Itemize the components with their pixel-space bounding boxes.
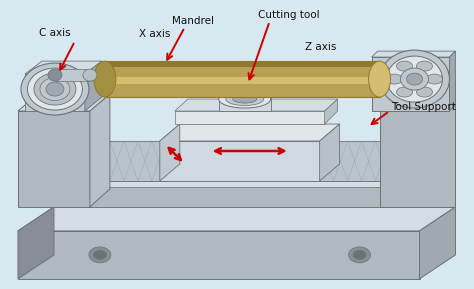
Text: Cutting tool: Cutting tool [258, 10, 319, 20]
Ellipse shape [46, 82, 64, 96]
Ellipse shape [348, 247, 371, 263]
Polygon shape [175, 111, 325, 124]
Polygon shape [380, 94, 456, 207]
Ellipse shape [93, 250, 106, 259]
Ellipse shape [397, 61, 412, 71]
Polygon shape [160, 124, 180, 181]
Text: C axis: C axis [39, 28, 71, 38]
Polygon shape [325, 99, 337, 124]
Polygon shape [54, 181, 456, 187]
Polygon shape [25, 74, 85, 111]
Polygon shape [55, 69, 90, 81]
Polygon shape [18, 207, 456, 231]
Ellipse shape [83, 69, 97, 81]
Ellipse shape [21, 63, 89, 115]
Text: Tool Support: Tool Support [392, 102, 456, 112]
Polygon shape [419, 207, 456, 279]
Ellipse shape [417, 61, 432, 71]
Ellipse shape [353, 250, 366, 259]
Polygon shape [85, 61, 102, 111]
Ellipse shape [387, 74, 402, 84]
Polygon shape [18, 207, 54, 279]
Polygon shape [449, 51, 456, 111]
Polygon shape [18, 111, 90, 207]
Text: Mandrel: Mandrel [172, 16, 214, 26]
Ellipse shape [27, 68, 82, 110]
Polygon shape [160, 141, 319, 181]
Text: Z axis: Z axis [305, 42, 336, 52]
Polygon shape [90, 94, 110, 207]
Polygon shape [54, 187, 456, 207]
Polygon shape [175, 99, 337, 111]
Polygon shape [380, 79, 456, 94]
Ellipse shape [48, 69, 62, 81]
Polygon shape [372, 51, 456, 57]
Polygon shape [105, 61, 380, 67]
Ellipse shape [380, 50, 449, 108]
Polygon shape [219, 79, 271, 111]
Polygon shape [105, 77, 380, 84]
Ellipse shape [407, 73, 422, 85]
Ellipse shape [219, 71, 271, 87]
Ellipse shape [94, 61, 116, 97]
Polygon shape [160, 124, 339, 141]
Polygon shape [319, 124, 339, 181]
Polygon shape [372, 57, 449, 111]
Polygon shape [54, 141, 456, 181]
Polygon shape [18, 231, 419, 279]
Ellipse shape [226, 92, 264, 105]
Ellipse shape [96, 65, 114, 90]
Ellipse shape [89, 247, 111, 263]
Ellipse shape [40, 77, 70, 101]
Ellipse shape [233, 95, 257, 103]
Ellipse shape [387, 56, 443, 102]
Ellipse shape [34, 73, 76, 105]
Ellipse shape [417, 87, 432, 97]
Polygon shape [25, 61, 102, 74]
Ellipse shape [219, 90, 271, 108]
Polygon shape [105, 64, 125, 89]
Text: X axis: X axis [139, 29, 171, 39]
Ellipse shape [369, 61, 391, 97]
Ellipse shape [99, 68, 111, 86]
Ellipse shape [427, 74, 443, 84]
Ellipse shape [397, 87, 412, 97]
Ellipse shape [401, 68, 428, 90]
Polygon shape [105, 61, 380, 97]
Polygon shape [18, 94, 110, 111]
